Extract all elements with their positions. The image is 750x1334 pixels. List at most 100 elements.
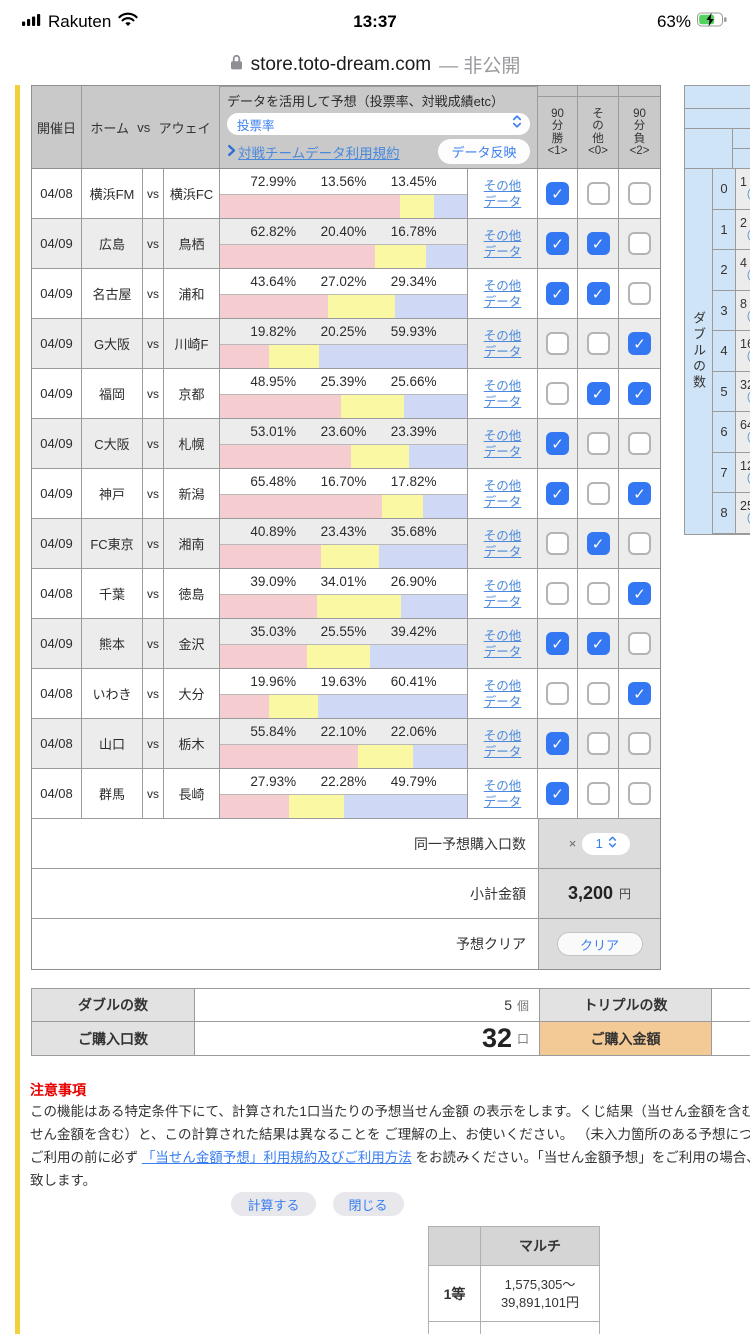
- other-data-link[interactable]: その他 データ: [483, 578, 522, 609]
- checkbox-other[interactable]: ✓: [586, 282, 610, 305]
- checkbox-win[interactable]: [546, 332, 569, 355]
- other-data-link[interactable]: その他 データ: [483, 528, 522, 559]
- vote-rate-cell: 65.48% 16.70% 17.82%: [220, 469, 468, 518]
- away-team: 徳島: [164, 569, 220, 618]
- home-team: G大阪: [82, 319, 143, 368]
- match-date: 04/09: [32, 519, 82, 568]
- home-team: 広島: [82, 219, 143, 268]
- away-win-rate: 49.79%: [390, 774, 437, 789]
- header-top-strip: [538, 86, 577, 97]
- checkbox-win[interactable]: ✓: [546, 632, 569, 655]
- checkbox-win[interactable]: ✓: [546, 282, 569, 305]
- calculate-button[interactable]: 計算する: [231, 1192, 316, 1216]
- bar-away-segment: [317, 695, 467, 718]
- bar-draw-segment: [288, 795, 345, 818]
- home-team: 神戸: [82, 469, 143, 518]
- checkbox-lose[interactable]: [628, 232, 651, 255]
- checkbox-lose[interactable]: [628, 532, 651, 555]
- checkbox-win[interactable]: ✓: [546, 182, 569, 205]
- double-count-vertical-label: ダブルの数: [685, 169, 713, 534]
- double-count-number: 2: [713, 250, 736, 290]
- match-date: 04/09: [32, 369, 82, 418]
- double-count-value: 128: [740, 458, 750, 473]
- checkbox-lose[interactable]: ✓: [628, 382, 651, 405]
- other-data-link[interactable]: その他 データ: [483, 778, 522, 809]
- notice-line: この機能はある特定条件下にて、計算された1口当たりの予想当せん金額 の表示をしま…: [30, 1104, 750, 1119]
- team-data-terms-link[interactable]: 対戦チームデータ利用規約: [227, 142, 400, 162]
- other-data-link[interactable]: その他 データ: [483, 278, 522, 309]
- bar-home-segment: [220, 245, 376, 268]
- other-data-link[interactable]: その他 データ: [483, 328, 522, 359]
- other-data-link[interactable]: その他 データ: [483, 428, 522, 459]
- carrier-label: Rakuten: [48, 12, 112, 31]
- checkbox-other[interactable]: [586, 332, 610, 355]
- checkbox-lose[interactable]: [628, 632, 651, 655]
- double-count-row: 5 32 （: [713, 371, 750, 412]
- checkbox-other[interactable]: [586, 432, 610, 455]
- home-team: C大阪: [82, 419, 143, 468]
- checkbox-lose[interactable]: [628, 432, 651, 455]
- checkbox-other[interactable]: ✓: [586, 232, 610, 255]
- vote-rate-cell: 48.95% 25.39% 25.66%: [220, 369, 468, 418]
- notice-text: をお読みください。「当せん金額予想」をご利用の場合、「当せ: [415, 1150, 750, 1165]
- checkbox-win[interactable]: ✓: [546, 732, 569, 755]
- checkbox-lose[interactable]: ✓: [628, 582, 651, 605]
- bar-away-segment: [400, 595, 467, 618]
- vote-rate-select[interactable]: 投票率: [227, 113, 530, 135]
- checkbox-other[interactable]: [586, 582, 610, 605]
- home-win-rate: 53.01%: [250, 424, 297, 439]
- panel-header-row: [685, 109, 750, 129]
- battery-charging-icon: [697, 12, 728, 32]
- checkbox-win[interactable]: ✓: [546, 432, 569, 455]
- checkbox-win[interactable]: ✓: [546, 482, 569, 505]
- vote-rate-bar: [220, 245, 468, 268]
- units-select[interactable]: 1: [582, 832, 631, 855]
- double-count-value: 64: [740, 418, 750, 433]
- clear-button[interactable]: クリア: [556, 932, 643, 956]
- vote-rate-bar: [220, 495, 467, 518]
- checkbox-other[interactable]: [586, 182, 610, 205]
- other-data-link[interactable]: その他 データ: [483, 728, 522, 759]
- checkbox-lose[interactable]: ✓: [628, 482, 651, 505]
- other-data-link[interactable]: その他 データ: [483, 478, 522, 509]
- purchase-amount-label: ご購入金額: [540, 1022, 712, 1055]
- prize-rank: 1等: [429, 1266, 481, 1321]
- checkbox-lose[interactable]: ✓: [628, 682, 651, 705]
- bar-home-segment: [220, 645, 307, 668]
- checkbox-lose[interactable]: ✓: [628, 332, 651, 355]
- home-win-rate: 39.09%: [250, 574, 297, 589]
- checkbox-lose[interactable]: [628, 782, 651, 805]
- prize-terms-link[interactable]: 「当せん金額予想」利用規約及びご利用方法: [141, 1150, 412, 1165]
- other-data-link[interactable]: その他 データ: [483, 178, 522, 209]
- checkbox-other[interactable]: ✓: [586, 532, 610, 555]
- checkbox-win[interactable]: [546, 382, 569, 405]
- close-button[interactable]: 閉じる: [332, 1192, 404, 1216]
- checkbox-win[interactable]: ✓: [546, 232, 569, 255]
- checkbox-win[interactable]: [546, 582, 569, 605]
- bar-away-segment: [394, 295, 467, 318]
- checkbox-other[interactable]: ✓: [586, 382, 610, 405]
- other-data-link[interactable]: その他 データ: [483, 678, 522, 709]
- url-bar[interactable]: store.toto-dream.com — 非公開: [0, 44, 750, 85]
- checkbox-lose[interactable]: [628, 282, 651, 305]
- checkbox-win[interactable]: ✓: [546, 782, 569, 805]
- vote-rate-cell: 19.96% 19.63% 60.41%: [220, 669, 468, 718]
- checkbox-win[interactable]: [546, 682, 569, 705]
- other-data-link[interactable]: その他 データ: [483, 628, 522, 659]
- checkbox-other[interactable]: [586, 482, 610, 505]
- draw-rate: 19.63%: [320, 674, 367, 689]
- checkbox-lose[interactable]: [628, 182, 651, 205]
- data-reflect-button[interactable]: データ反映: [438, 139, 530, 164]
- checkbox-other[interactable]: [586, 682, 610, 705]
- other-data-link[interactable]: その他 データ: [483, 378, 522, 409]
- checkbox-lose[interactable]: [628, 732, 651, 755]
- bar-draw-segment: [381, 495, 423, 518]
- checkbox-other[interactable]: [586, 732, 610, 755]
- checkbox-other[interactable]: ✓: [586, 632, 610, 655]
- other-data-link[interactable]: その他 データ: [483, 228, 522, 259]
- vs-label: vs: [143, 169, 164, 218]
- checkbox-other[interactable]: [586, 782, 610, 805]
- header-top-strip: [220, 86, 537, 87]
- match-row: 04/09 熊本 vs 金沢 35.03% 25.55% 39.42%: [32, 619, 660, 669]
- checkbox-win[interactable]: [546, 532, 569, 555]
